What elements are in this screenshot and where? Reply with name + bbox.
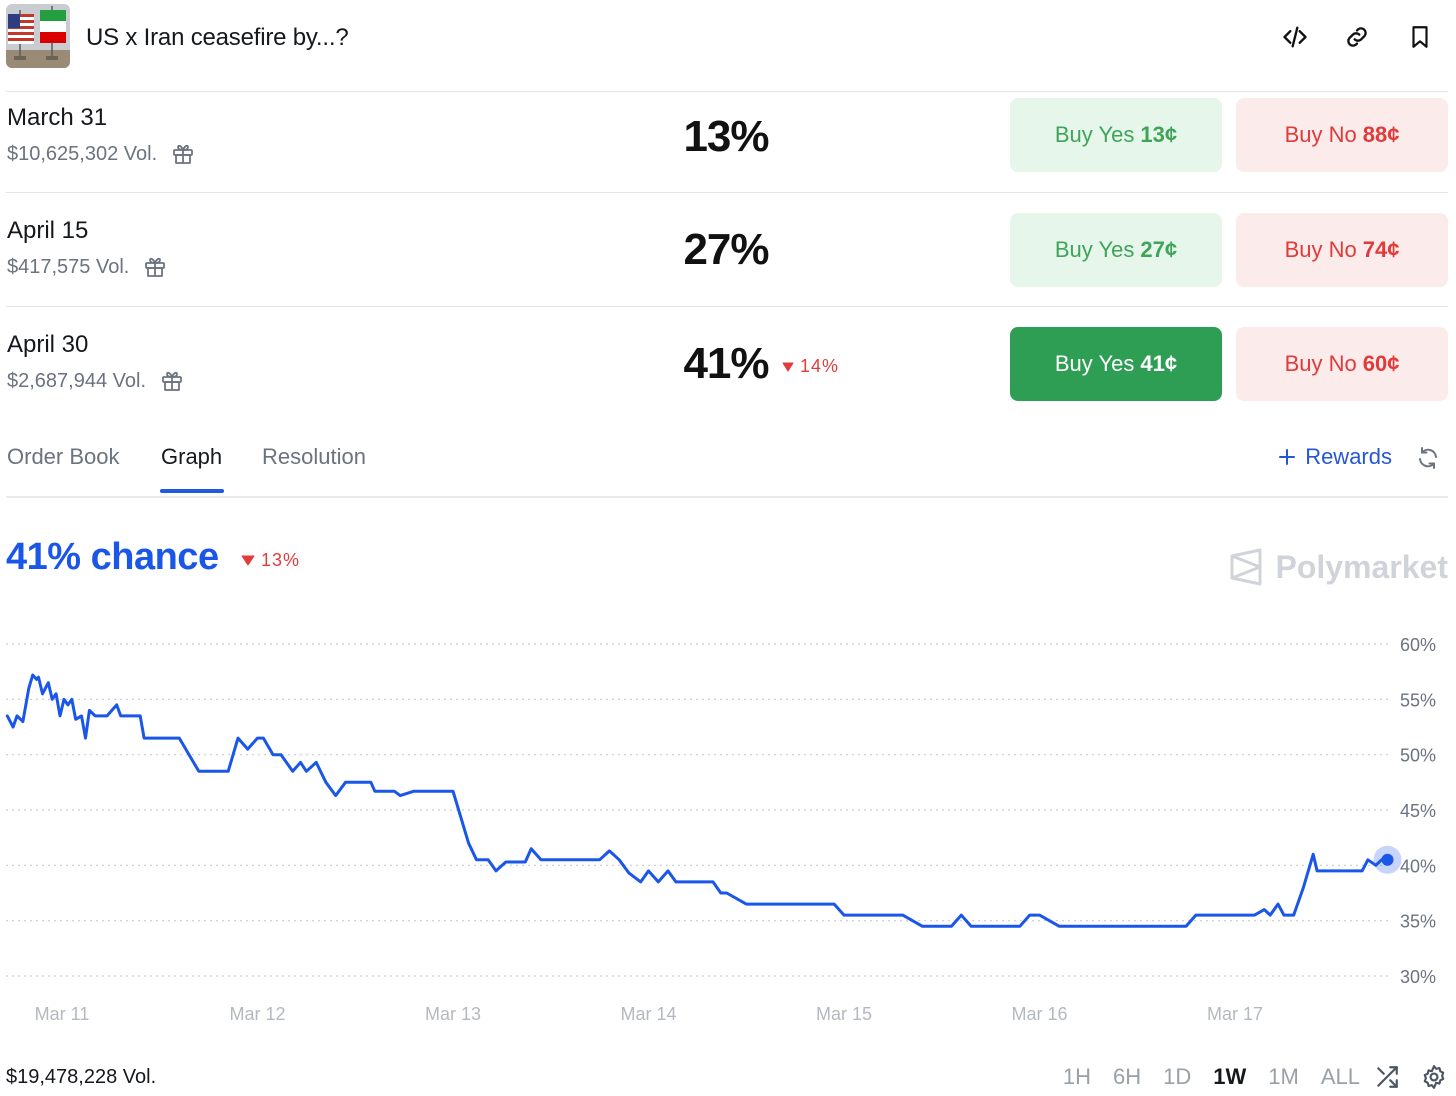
- gift-icon[interactable]: [160, 369, 184, 393]
- buy-yes-label: Buy Yes: [1054, 351, 1135, 376]
- down-triangle-icon: [782, 362, 794, 371]
- bookmark-icon[interactable]: [1405, 22, 1435, 52]
- y-tick-label: 50%: [1400, 746, 1436, 766]
- polymarket-logo-icon: [1230, 548, 1262, 586]
- outcome-delta-text: 14%: [800, 356, 840, 376]
- x-tick-label: Mar 13: [425, 1004, 481, 1024]
- outcome-volume-text: $417,575 Vol.: [7, 255, 130, 278]
- total-volume: $19,478,228 Vol.: [6, 1066, 157, 1088]
- buy-yes-button[interactable]: Buy Yes 13¢: [1010, 98, 1222, 172]
- outcome-percent: 13%: [683, 112, 769, 161]
- buy-no-price: 60¢: [1362, 351, 1400, 376]
- time-range-selector: 1H 6H 1D 1W 1M ALL: [1063, 1064, 1360, 1090]
- range-1m[interactable]: 1M: [1268, 1064, 1299, 1089]
- buy-yes-label: Buy Yes: [1054, 237, 1135, 262]
- outcome-volume-text: $10,625,302 Vol.: [7, 142, 158, 165]
- buy-no-label: Buy No: [1284, 122, 1357, 147]
- x-tick-label: Mar 11: [35, 1004, 90, 1024]
- outcome-percent: 27%: [683, 225, 769, 274]
- y-tick-label: 60%: [1400, 635, 1436, 655]
- chance-label: 41% chance: [6, 536, 219, 578]
- outcome-row[interactable]: April 15 $417,575 Vol. 27% Buy Yes 27¢ Bu…: [6, 192, 1448, 307]
- outcome-delta: 14%: [782, 356, 839, 377]
- x-tick-label: Mar 16: [1011, 1004, 1067, 1024]
- outcome-volume-text: $2,687,944 Vol.: [7, 369, 147, 392]
- outcome-date: March 31: [7, 104, 108, 131]
- buy-no-label: Buy No: [1284, 237, 1357, 262]
- range-1d[interactable]: 1D: [1163, 1064, 1192, 1089]
- rewards-label: Rewards: [1305, 444, 1392, 469]
- range-1w[interactable]: 1W: [1213, 1064, 1247, 1089]
- x-tick-label: Mar 15: [816, 1004, 872, 1024]
- buy-no-button[interactable]: Buy No 74¢: [1236, 213, 1448, 287]
- outcome-date: April 30: [7, 331, 89, 358]
- range-6h[interactable]: 6H: [1113, 1064, 1142, 1089]
- series-line: [5, 673, 1389, 928]
- gift-icon[interactable]: [143, 255, 167, 279]
- buy-no-price: 74¢: [1362, 237, 1400, 262]
- outcome-row[interactable]: March 31 $10,625,302 Vol. 13% Buy Yes 13¢…: [6, 91, 1448, 206]
- embed-icon[interactable]: [1280, 22, 1310, 52]
- buy-no-label: Buy No: [1284, 351, 1357, 376]
- refresh-icon[interactable]: [1416, 446, 1440, 475]
- tab-graph[interactable]: Graph: [161, 444, 223, 469]
- plus-icon: [1279, 449, 1296, 465]
- link-icon[interactable]: [1342, 22, 1372, 52]
- y-tick-label: 30%: [1400, 967, 1436, 987]
- buy-yes-button[interactable]: Buy Yes 41¢: [1010, 327, 1222, 401]
- buy-yes-price: 13¢: [1140, 122, 1178, 147]
- tab-bar: Order Book Graph Resolution Rewards: [6, 430, 1448, 498]
- rewards-button[interactable]: Rewards: [1277, 444, 1392, 470]
- tab-order-book[interactable]: Order Book: [7, 444, 120, 469]
- y-tick-label: 55%: [1400, 690, 1436, 710]
- buy-yes-button[interactable]: Buy Yes 27¢: [1010, 213, 1222, 287]
- x-tick-label: Mar 14: [620, 1004, 676, 1024]
- current-point: [1381, 853, 1394, 866]
- range-all[interactable]: ALL: [1320, 1064, 1360, 1089]
- y-tick-label: 45%: [1400, 801, 1436, 821]
- tab-resolution[interactable]: Resolution: [262, 444, 366, 469]
- buy-yes-label: Buy Yes: [1054, 122, 1135, 147]
- settings-icon[interactable]: [1421, 1064, 1447, 1095]
- market-header: US x Iran ceasefire by...?: [0, 0, 1456, 84]
- range-1h[interactable]: 1H: [1062, 1064, 1092, 1089]
- buy-yes-price: 41¢: [1140, 351, 1178, 376]
- outcome-percent: 41%: [683, 339, 769, 388]
- x-tick-label: Mar 17: [1207, 1004, 1263, 1024]
- chance-delta: 13%: [241, 550, 300, 571]
- outcome-date: April 15: [7, 217, 89, 244]
- polymarket-logo: Polymarket: [1229, 548, 1448, 586]
- buy-yes-price: 27¢: [1140, 237, 1178, 262]
- polymarket-wordmark: Polymarket: [1275, 548, 1448, 585]
- active-tab-indicator: [160, 489, 224, 493]
- y-tick-label: 40%: [1400, 856, 1436, 876]
- y-tick-label: 35%: [1400, 912, 1436, 932]
- outcome-volume: $2,687,944 Vol.: [7, 369, 184, 393]
- gift-icon[interactable]: [171, 142, 195, 166]
- market-title: US x Iran ceasefire by...?: [86, 24, 349, 51]
- price-chart[interactable]: 60% 55% 50% 45% 40% 35% 30% Mar 11 Mar 12 Mar 13 M…: [0, 620, 1456, 1040]
- buy-no-button[interactable]: Buy No 88¢: [1236, 98, 1448, 172]
- buy-no-button[interactable]: Buy No 60¢: [1236, 327, 1448, 401]
- outcome-row[interactable]: April 30 $2,687,944 Vol. 41% 14% Buy Yes…: [6, 306, 1448, 421]
- shuffle-icon[interactable]: [1374, 1064, 1400, 1095]
- down-triangle-icon: [241, 555, 255, 566]
- market-thumbnail: [6, 4, 70, 68]
- outcome-volume: $10,625,302 Vol.: [7, 142, 195, 166]
- x-tick-label: Mar 12: [229, 1004, 285, 1024]
- outcome-volume: $417,575 Vol.: [7, 255, 167, 279]
- buy-no-price: 88¢: [1362, 122, 1400, 147]
- chance-delta-text: 13%: [261, 550, 301, 570]
